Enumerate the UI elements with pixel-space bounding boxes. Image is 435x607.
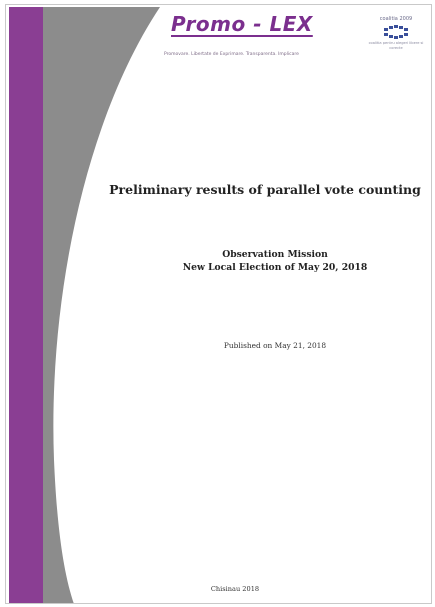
coalition-logo: coalitia 2009 coalitia pentru alegeri li…: [363, 16, 429, 64]
gray-band: [43, 7, 160, 604]
place-year: Chisinau 2018: [210, 585, 260, 593]
mission-line-1: Observation Mission: [222, 249, 328, 260]
purple-stripe: [9, 7, 43, 604]
coalition-mark-icon: [384, 25, 408, 39]
logo-tagline: Promovare. Libertate de Exprimare. Trans…: [164, 52, 299, 57]
logo-name: Promo - LEX: [171, 12, 313, 36]
coalition-top-text: coalitia 2009: [379, 16, 413, 22]
coalition-bottom-text: coalitia pentru alegeri libere si corect…: [368, 41, 424, 50]
promo-lex-logo: Promo - LEX Promovare. Libertate de Expr…: [163, 12, 313, 70]
mission-line-2: New Local Election of May 20, 2018: [182, 262, 368, 273]
published-date: Published on May 21, 2018: [223, 341, 327, 350]
document-title: Preliminary results of parallel vote cou…: [109, 182, 421, 197]
mission-block: Observation Mission New Local Election o…: [140, 248, 410, 274]
